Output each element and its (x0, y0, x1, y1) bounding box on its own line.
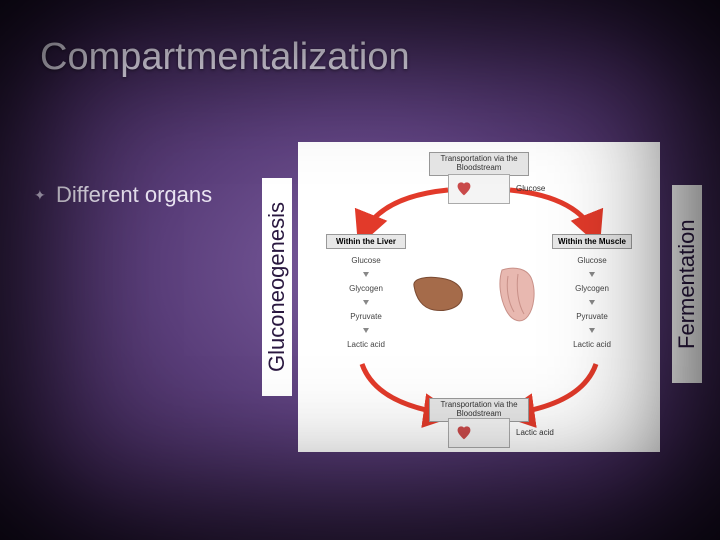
left-vertical-label: Gluconeogenesis (262, 178, 292, 396)
liver-step-2: Pyruvate (326, 312, 406, 321)
arrow-down-icon (363, 328, 369, 333)
slide-title: Compartmentalization (40, 36, 410, 79)
muscle-step-0: Glucose (552, 256, 632, 265)
top-transport-banner: Transportation via the Bloodstream (429, 152, 529, 176)
arrow-down-icon (363, 300, 369, 305)
muscle-icon (494, 264, 542, 326)
top-product-label: Glucose (516, 184, 545, 193)
liver-step-0: Glucose (326, 256, 406, 265)
liver-icon (410, 274, 466, 314)
arrow-down-icon (589, 328, 595, 333)
bullet-text: Different organs (56, 182, 212, 208)
muscle-step-1: Glycogen (552, 284, 632, 293)
heart-icon (455, 180, 473, 198)
top-heart-box (448, 174, 510, 204)
muscle-pathway-title: Within the Muscle (552, 234, 632, 249)
bottom-product-label: Lactic acid (516, 428, 554, 437)
liver-step-3: Lactic acid (326, 340, 406, 349)
muscle-pathway: Within the Muscle Glucose Glycogen Pyruv… (552, 234, 632, 356)
arrow-down-icon (363, 272, 369, 277)
bottom-heart-box (448, 418, 510, 448)
arrow-down-icon (589, 300, 595, 305)
muscle-step-2: Pyruvate (552, 312, 632, 321)
liver-step-1: Glycogen (326, 284, 406, 293)
cori-cycle-diagram: Transportation via the Bloodstream Gluco… (298, 142, 660, 452)
right-vertical-label: Fermentation (672, 185, 702, 383)
star-bullet-icon (34, 187, 50, 203)
liver-pathway: Within the Liver Glucose Glycogen Pyruva… (326, 234, 406, 356)
muscle-step-3: Lactic acid (552, 340, 632, 349)
heart-icon (455, 424, 473, 442)
bullet-item: Different organs (34, 182, 212, 208)
arrow-down-icon (589, 272, 595, 277)
liver-pathway-title: Within the Liver (326, 234, 406, 249)
